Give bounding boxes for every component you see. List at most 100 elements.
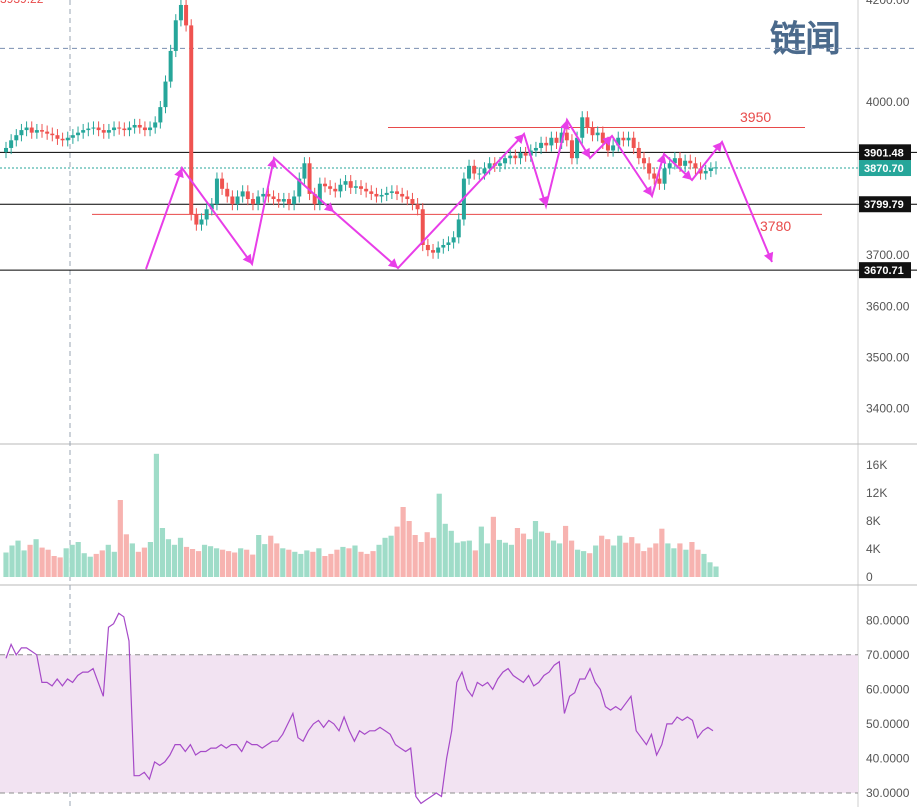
candle	[395, 191, 400, 194]
volume-bar	[635, 543, 641, 577]
candle	[271, 196, 276, 200]
volume-bar	[430, 537, 436, 577]
volume-bar	[617, 535, 623, 577]
candle	[482, 168, 487, 174]
volume-bar	[544, 532, 551, 577]
volume-bar	[593, 545, 599, 577]
candle	[189, 25, 194, 215]
candle	[322, 183, 327, 187]
volume-bar	[45, 549, 51, 577]
candle	[148, 127, 153, 131]
candle	[554, 137, 559, 143]
rsi-axis-label: 80.0000	[866, 613, 910, 627]
volume-bar	[322, 556, 328, 577]
candle	[477, 173, 482, 175]
candle	[605, 142, 610, 151]
volume-bar	[328, 553, 334, 577]
volume-bar	[478, 526, 484, 577]
trend-arrow-head	[560, 120, 570, 130]
volume-bar	[201, 544, 208, 577]
candle	[518, 153, 523, 159]
volume-bar	[394, 526, 400, 577]
price-tag-box	[859, 196, 911, 213]
candle	[55, 135, 60, 139]
volume-bar	[21, 550, 27, 577]
candle	[29, 127, 34, 133]
candle	[683, 160, 688, 166]
volume-bar	[220, 549, 226, 577]
price-tag-box	[859, 262, 911, 279]
volume-bar	[213, 548, 220, 577]
rsi-band	[0, 654, 858, 793]
price-tag-label: 3670.71	[864, 265, 904, 277]
trend-arrow-head	[712, 142, 722, 153]
volume-bar	[568, 540, 575, 577]
volume-axis-label: 12K	[866, 486, 887, 500]
volume-bar	[39, 547, 45, 577]
rsi-line	[5, 612, 714, 805]
candle	[168, 50, 173, 82]
volume-bar	[677, 543, 683, 577]
volume-bar	[695, 549, 701, 577]
volume-bar	[400, 507, 406, 577]
candle	[611, 145, 616, 151]
volume-bar	[713, 566, 719, 577]
candle	[343, 181, 348, 185]
trend-arrow-head	[323, 202, 334, 212]
candle	[580, 117, 585, 138]
volume-bar	[532, 521, 539, 577]
candle	[379, 194, 384, 197]
candle	[307, 163, 312, 194]
candle	[230, 196, 235, 205]
candle	[333, 188, 338, 192]
trend-arrow-head	[682, 170, 692, 180]
trend-arrow-head	[538, 195, 549, 206]
volume-bar	[87, 556, 93, 577]
candle	[497, 163, 502, 166]
volume-bar	[171, 544, 178, 577]
volume-bar	[502, 542, 509, 577]
volume-bar	[280, 548, 286, 577]
price-tag-box	[859, 144, 911, 161]
brand-watermark: 链闻	[770, 19, 841, 60]
volume-bar	[232, 552, 238, 577]
candle	[677, 158, 682, 166]
candle	[256, 196, 261, 205]
trend-zigzag-line	[145, 117, 773, 270]
candle	[112, 127, 117, 131]
volume-bar	[526, 539, 533, 577]
candle	[235, 196, 240, 205]
trend-arrow-head	[514, 134, 524, 144]
candle	[178, 4, 183, 21]
rsi-axis-label: 60.0000	[866, 682, 910, 696]
trend-arrow-head	[642, 185, 652, 196]
candle	[261, 193, 266, 197]
volume-bar	[508, 544, 515, 577]
volume-bar	[340, 546, 346, 577]
volume-bar	[189, 549, 196, 577]
volume-bar	[659, 528, 665, 577]
volume-bar	[111, 551, 117, 577]
volume-bar	[370, 551, 376, 577]
candle	[441, 244, 446, 248]
trend-arrow-head	[602, 136, 612, 146]
candle	[281, 199, 286, 202]
candle	[544, 142, 549, 146]
rsi-axis-label: 70.0000	[866, 648, 910, 662]
volume-bar	[442, 523, 448, 577]
volume-bar	[153, 453, 160, 577]
candle	[564, 132, 569, 141]
candle	[415, 204, 420, 210]
candle	[353, 186, 358, 188]
volume-axis-label: 4K	[866, 542, 881, 556]
volume-bar	[207, 546, 214, 577]
volume-bar	[159, 528, 166, 577]
candle	[86, 128, 91, 131]
candle	[286, 199, 291, 205]
volume-axis-label: 8K	[866, 514, 881, 528]
volume-bar	[304, 550, 310, 577]
candle	[220, 178, 225, 189]
candle	[636, 147, 641, 159]
candle	[595, 132, 600, 136]
